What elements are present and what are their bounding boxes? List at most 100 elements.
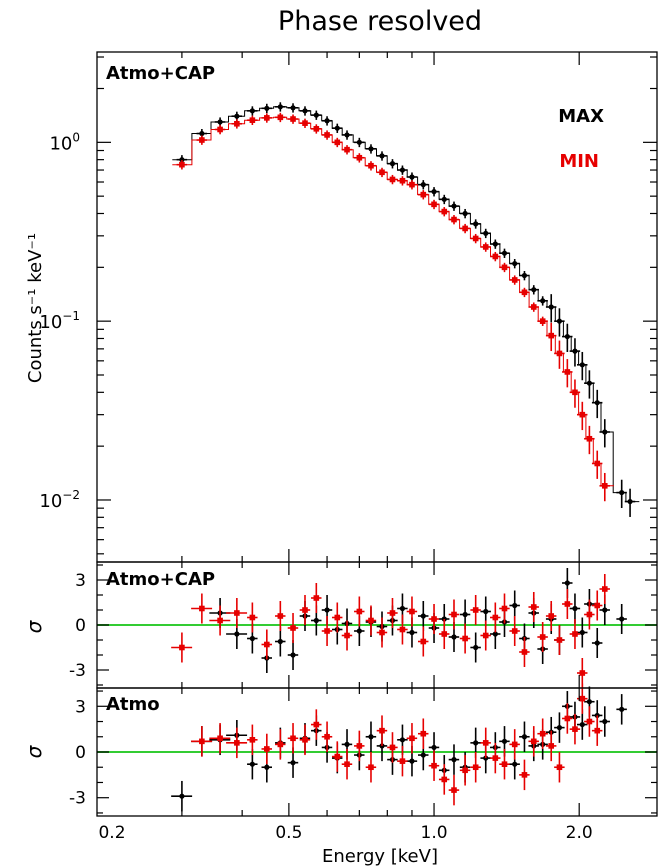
residuals-atmo-cap-label: Atmo+CAP	[106, 569, 215, 590]
spectrum-panel-label: Atmo+CAP	[106, 63, 215, 84]
point-min	[302, 120, 308, 126]
point-max	[277, 104, 283, 110]
point-max	[368, 734, 374, 740]
point-min	[302, 737, 308, 743]
y-tick-label: 3	[75, 697, 86, 717]
point-max	[483, 230, 489, 236]
residuals-atmo-cap-ticks: 3 0 -3	[69, 562, 657, 688]
point-max	[521, 734, 528, 740]
point-min	[431, 762, 437, 769]
point-min	[290, 735, 296, 742]
point-min	[530, 604, 537, 610]
point-max	[540, 298, 546, 304]
point-min	[579, 695, 586, 702]
point-min	[530, 304, 537, 310]
point-min	[441, 776, 448, 783]
point-min	[521, 649, 528, 655]
point-max	[249, 635, 255, 642]
spectrum-frame	[96, 51, 658, 563]
point-min	[564, 715, 571, 722]
point-min	[441, 631, 448, 637]
point-min	[234, 610, 240, 616]
spectrum-panel: 100 10−1 10−2 Atmo+CAP MAX MIN Counts s⁻¹ …	[25, 51, 658, 563]
point-min	[344, 761, 350, 767]
point-min	[409, 608, 415, 615]
point-min	[324, 628, 330, 634]
point-min	[539, 318, 546, 324]
point-min	[548, 613, 555, 619]
point-max	[420, 182, 426, 188]
point-min	[451, 787, 457, 793]
point-max	[572, 605, 578, 612]
point-min	[420, 638, 427, 645]
point-min	[472, 607, 479, 613]
point-min	[521, 289, 528, 296]
point-min	[344, 146, 350, 153]
point-min	[249, 737, 256, 743]
spectrum-data	[172, 102, 640, 517]
residuals-atmo-cap-panel: 3 0 -3 Atmo+CAP σ	[22, 561, 658, 689]
y-tick-label: 10−1	[39, 309, 80, 333]
point-min	[313, 595, 320, 601]
point-max	[627, 498, 633, 505]
spectrum-ticks: 100 10−1 10−2	[39, 52, 657, 562]
x-tick-labels: 0.2 0.5 1.0 2.0	[98, 823, 592, 843]
point-max	[579, 721, 585, 728]
point-min	[290, 116, 296, 122]
point-min	[234, 740, 240, 746]
point-min	[501, 761, 508, 767]
point-max	[564, 333, 570, 340]
point-min	[601, 483, 608, 489]
point-min	[199, 738, 205, 745]
y-tick-label: 0	[75, 743, 86, 763]
x-tick-label: 0.5	[275, 823, 302, 843]
point-min	[462, 635, 468, 642]
point-min	[264, 115, 270, 121]
point-min	[356, 154, 363, 161]
point-max	[619, 489, 625, 496]
point-min	[179, 161, 185, 168]
legend-min: MIN	[559, 151, 599, 172]
point-min	[482, 632, 489, 639]
y-tick-label: -3	[69, 789, 86, 809]
point-max	[324, 118, 330, 124]
x-tick-label: 2.0	[566, 823, 593, 843]
point-max	[556, 725, 563, 731]
point-max	[462, 611, 468, 618]
point-max	[619, 706, 625, 712]
point-max	[264, 105, 270, 111]
point-min	[399, 758, 406, 764]
point-max	[548, 304, 554, 310]
point-min	[586, 435, 593, 442]
point-min	[249, 614, 256, 621]
point-max	[290, 760, 296, 766]
point-min	[572, 631, 578, 637]
y-tick-label: 100	[49, 130, 80, 154]
point-max	[290, 105, 296, 111]
point-min	[572, 726, 578, 732]
point-min	[324, 733, 330, 740]
point-max	[556, 318, 563, 324]
point-min	[511, 741, 518, 748]
point-min	[482, 244, 489, 250]
y-tick-label: 10−2	[39, 488, 80, 512]
point-min	[368, 617, 374, 624]
point-min	[217, 617, 223, 624]
point-max	[579, 629, 585, 636]
point-max	[199, 130, 205, 137]
point-min	[441, 208, 448, 215]
point-min	[579, 670, 586, 676]
point-min	[234, 120, 240, 127]
point-min	[368, 162, 374, 169]
point-max	[249, 761, 255, 767]
point-min	[492, 253, 499, 260]
residuals-atmo-data	[97, 683, 657, 812]
point-max	[572, 348, 578, 354]
point-min	[264, 746, 270, 752]
x-axis-label: Energy [keV]	[322, 846, 438, 867]
legend-max: MAX	[558, 106, 604, 127]
point-max	[564, 580, 570, 586]
point-min	[420, 730, 427, 737]
point-max	[389, 161, 396, 167]
